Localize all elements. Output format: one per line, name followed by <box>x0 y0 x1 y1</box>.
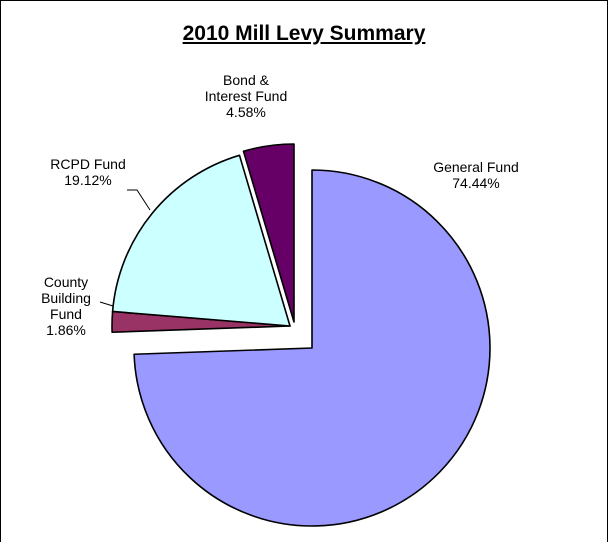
leader-line <box>127 189 151 211</box>
slice-label-county-building-fund: County Building Fund 1.86% <box>41 274 91 338</box>
slice-label-general-fund: General Fund 74.44% <box>433 159 519 191</box>
chart-title: 2010 Mill Levy Summary <box>182 22 426 45</box>
slice-label-rcpd-fund: RCPD Fund 19.12% <box>50 156 125 188</box>
pie-slice-rcpd-fund <box>111 154 291 327</box>
pie-slice-general-fund <box>133 169 491 527</box>
leader-line <box>99 301 114 307</box>
pie-slice-bond-interest-fund <box>242 143 295 323</box>
slice-label-bond-interest-fund: Bond & Interest Fund 4.58% <box>205 72 288 120</box>
